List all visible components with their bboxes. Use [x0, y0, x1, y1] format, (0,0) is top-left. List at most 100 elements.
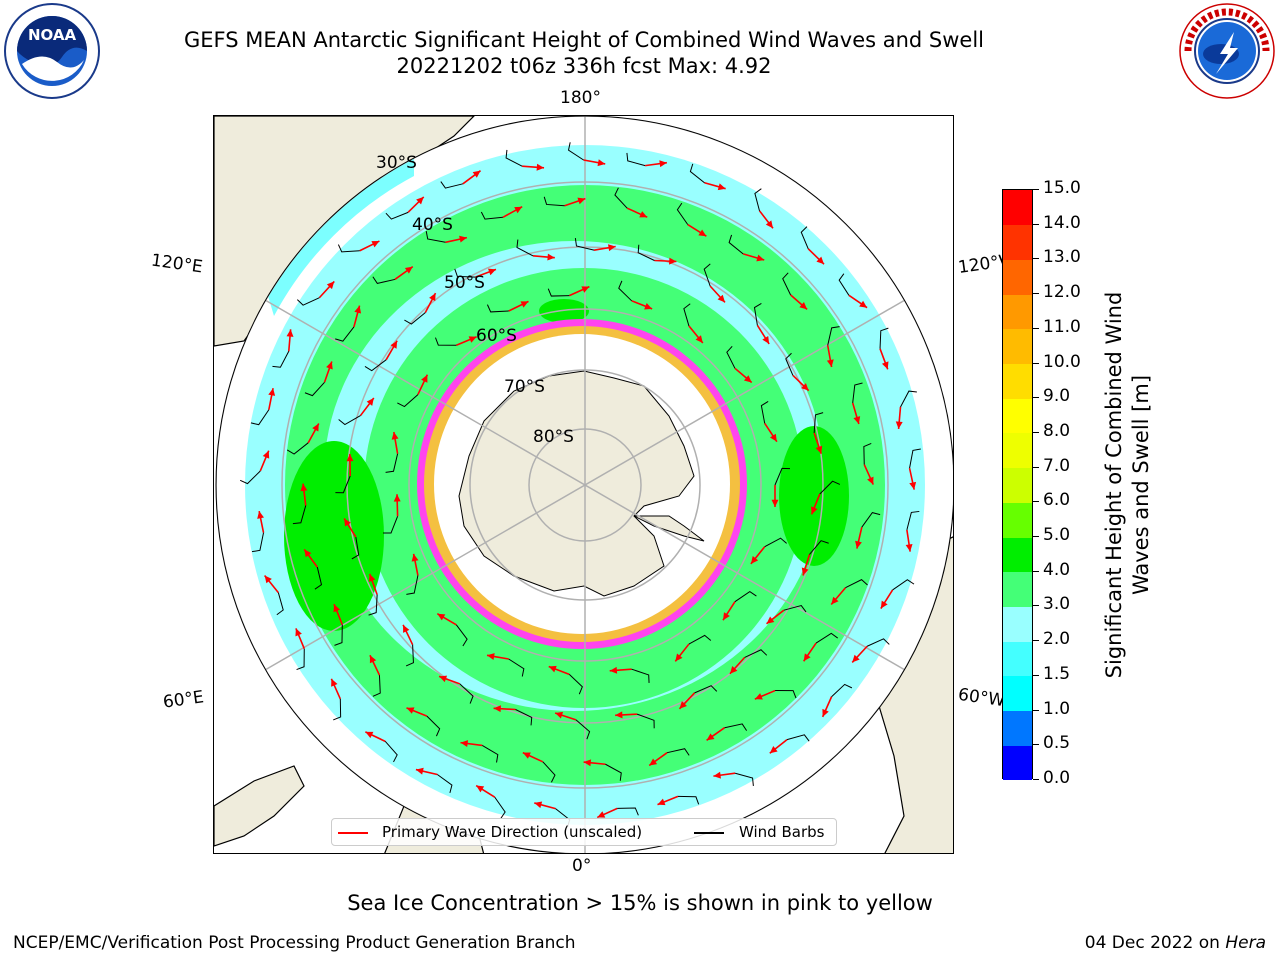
- wind-barb: [734, 590, 757, 603]
- wind-barb: [683, 303, 691, 327]
- wave-arrowhead: [822, 708, 829, 717]
- colorbar-tick: [1033, 570, 1039, 572]
- wind-barb: [335, 475, 351, 494]
- wave-arrowhead: [706, 733, 715, 741]
- wind-barb: [614, 187, 628, 209]
- wave-arrowhead: [268, 388, 276, 396]
- wave-arrowhead: [657, 798, 666, 806]
- colorbar-tick-label: 2.0: [1043, 629, 1071, 650]
- colorbar-tick-label: 0.5: [1043, 733, 1071, 754]
- wave-arrowhead: [366, 398, 374, 406]
- noaa-logo: NOAA: [4, 3, 100, 99]
- wave-arrowhead: [520, 301, 529, 308]
- wave-direction-arrows: [257, 159, 917, 819]
- wave-arrowhead: [679, 701, 687, 709]
- wave-arrowhead: [493, 705, 501, 713]
- colorbar-segment: [1003, 571, 1032, 607]
- wind-barb: [516, 239, 534, 257]
- wave-arrowhead: [514, 206, 523, 214]
- wave-arrowhead: [326, 281, 335, 290]
- wave-arrowhead: [547, 253, 555, 261]
- wave-arrowhead: [852, 654, 860, 663]
- wind-barb: [486, 304, 509, 313]
- wind-barb: [440, 181, 464, 189]
- wave-arrowhead: [312, 423, 319, 432]
- wind-barb: [337, 244, 360, 253]
- lon-label-60w: 60°W: [956, 684, 1007, 712]
- wind-legend-swatch: [694, 832, 724, 834]
- wind-barb: [900, 390, 917, 408]
- wind-barb: [703, 263, 711, 287]
- wind-barb: [568, 673, 583, 695]
- wind-barb: [276, 592, 284, 616]
- wind-barb: [783, 604, 807, 613]
- wave-legend-label: Primary Wave Direction (unscaled): [382, 823, 643, 841]
- wind-barb: [567, 142, 584, 161]
- wave-arrowhead: [365, 731, 374, 739]
- colorbar-tick-label: 1.0: [1043, 698, 1071, 719]
- wind-barb: [800, 226, 809, 249]
- wave-arrowhead: [460, 740, 469, 748]
- colorbar-segment: [1003, 537, 1032, 573]
- wind-barb: [813, 412, 824, 433]
- colorbar-tick-label: 0.0: [1043, 768, 1071, 788]
- wave-arrowhead: [880, 600, 888, 609]
- wave-arrowhead: [615, 711, 623, 719]
- wave-arrowhead: [472, 170, 481, 178]
- colorbar-tick: [1033, 397, 1039, 399]
- wave-arrowhead: [750, 556, 759, 564]
- wind-barb: [296, 297, 320, 306]
- wave-arrowhead: [406, 707, 415, 714]
- wave-arrowhead: [826, 359, 834, 368]
- wind-barb: [688, 634, 712, 645]
- wave-arrowhead: [597, 811, 606, 818]
- wave-arrowhead: [639, 211, 648, 218]
- wave-arrowhead: [429, 293, 436, 302]
- colorbar-tick-label: 6.0: [1043, 490, 1071, 511]
- wave-arrowhead: [300, 483, 308, 492]
- wave-arrowhead: [555, 711, 564, 719]
- wave-arrowhead: [765, 220, 773, 229]
- wind-barb: [809, 540, 829, 555]
- colorbar-tick: [1033, 362, 1039, 364]
- wave-arrowhead: [659, 160, 667, 168]
- wave-arrowhead: [801, 383, 809, 391]
- wave-arrowhead: [522, 752, 531, 759]
- wind-barb: [404, 312, 426, 325]
- nws-logo: [1179, 3, 1275, 99]
- wind-barb: [753, 303, 762, 326]
- wave-arrowhead: [771, 499, 779, 507]
- wave-arrowhead: [257, 511, 264, 519]
- wind-barb: [385, 211, 409, 220]
- wind-barb: [617, 807, 639, 816]
- wind-barb: [906, 510, 920, 530]
- wave-arrowhead: [831, 596, 839, 605]
- wave-arrowhead: [695, 335, 703, 343]
- wind-barb: [426, 715, 441, 737]
- wind-barb: [372, 675, 381, 697]
- wind-barb: [785, 352, 794, 376]
- wave-arrowhead: [411, 553, 419, 562]
- colorbar-tick-label: 15.0: [1043, 178, 1081, 198]
- colorbar-segment: [1003, 328, 1032, 365]
- wind-barb: [482, 745, 499, 763]
- wave-arrowhead: [723, 612, 730, 621]
- wind-barb: [383, 516, 399, 534]
- wind-barb: [454, 268, 476, 278]
- wind-barb: [676, 202, 689, 225]
- wave-arrowhead: [895, 421, 903, 429]
- footer-date: 04 Dec 2022 on Hera: [1085, 933, 1266, 953]
- wind-barb: [543, 196, 565, 207]
- footer-credit: NCEP/EMC/Verification Post Processing Pr…: [13, 933, 576, 953]
- wind-barb: [694, 685, 718, 694]
- wave-arrowhead: [536, 163, 545, 171]
- colorbar-tick: [1033, 779, 1039, 780]
- lon-label-0: 0°: [572, 856, 592, 876]
- wind-barb: [754, 188, 762, 211]
- wind-barb: [425, 231, 446, 243]
- wind-barb: [861, 512, 881, 528]
- wave-arrowhead: [369, 655, 377, 664]
- wind-barb: [406, 575, 419, 595]
- wave-arrowhead: [743, 375, 752, 383]
- wave-arrowhead: [583, 759, 592, 767]
